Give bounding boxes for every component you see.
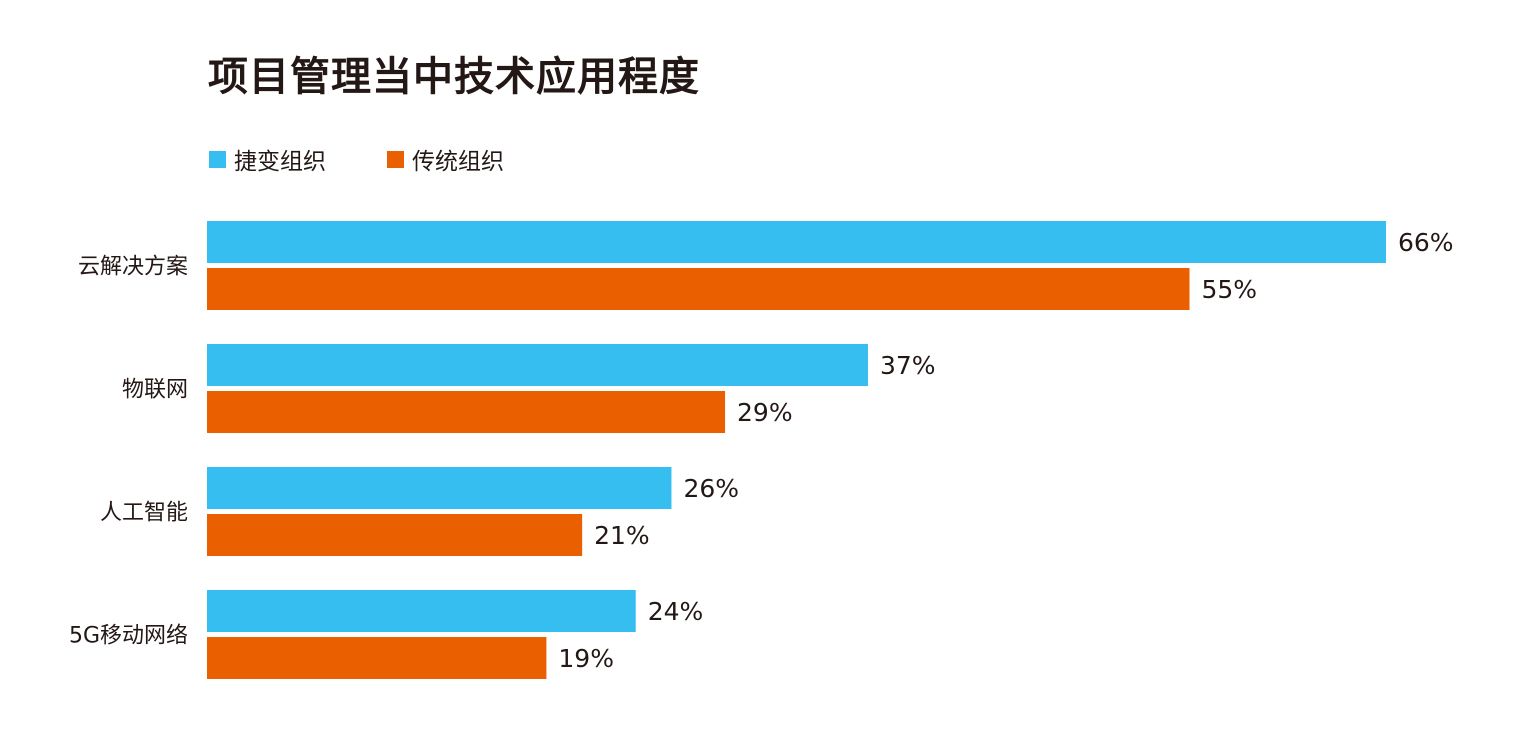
bar-agile	[207, 221, 1386, 263]
bar-agile	[207, 590, 636, 632]
data-label: 37%	[880, 351, 936, 380]
category-label: 5G移动网络	[69, 624, 188, 649]
bar-traditional	[207, 268, 1190, 310]
data-label: 24%	[648, 597, 704, 626]
category-label: 物联网	[122, 378, 188, 403]
data-label: 26%	[683, 474, 739, 503]
legend-item-agile: 捷变组织	[209, 142, 326, 176]
bar-traditional	[207, 514, 583, 556]
legend-swatch-traditional	[387, 150, 404, 168]
data-label: 19%	[558, 644, 614, 673]
legend-label-traditional: 传统组织	[412, 149, 504, 175]
data-label: 29%	[737, 398, 793, 427]
chart-title: 项目管理当中技术应用程度	[208, 54, 700, 100]
category-label: 人工智能	[100, 501, 188, 526]
data-label: 55%	[1202, 275, 1258, 304]
category-label: 云解决方案	[78, 255, 188, 280]
bar-agile	[207, 467, 672, 509]
legend-swatch-agile	[209, 150, 226, 168]
bar-agile	[207, 344, 868, 386]
data-label: 21%	[594, 521, 650, 550]
legend-item-traditional: 传统组织	[387, 142, 504, 176]
bar-traditional	[207, 637, 547, 679]
data-label: 66%	[1398, 228, 1454, 257]
bar-traditional	[207, 391, 726, 433]
legend-label-agile: 捷变组织	[234, 149, 326, 175]
